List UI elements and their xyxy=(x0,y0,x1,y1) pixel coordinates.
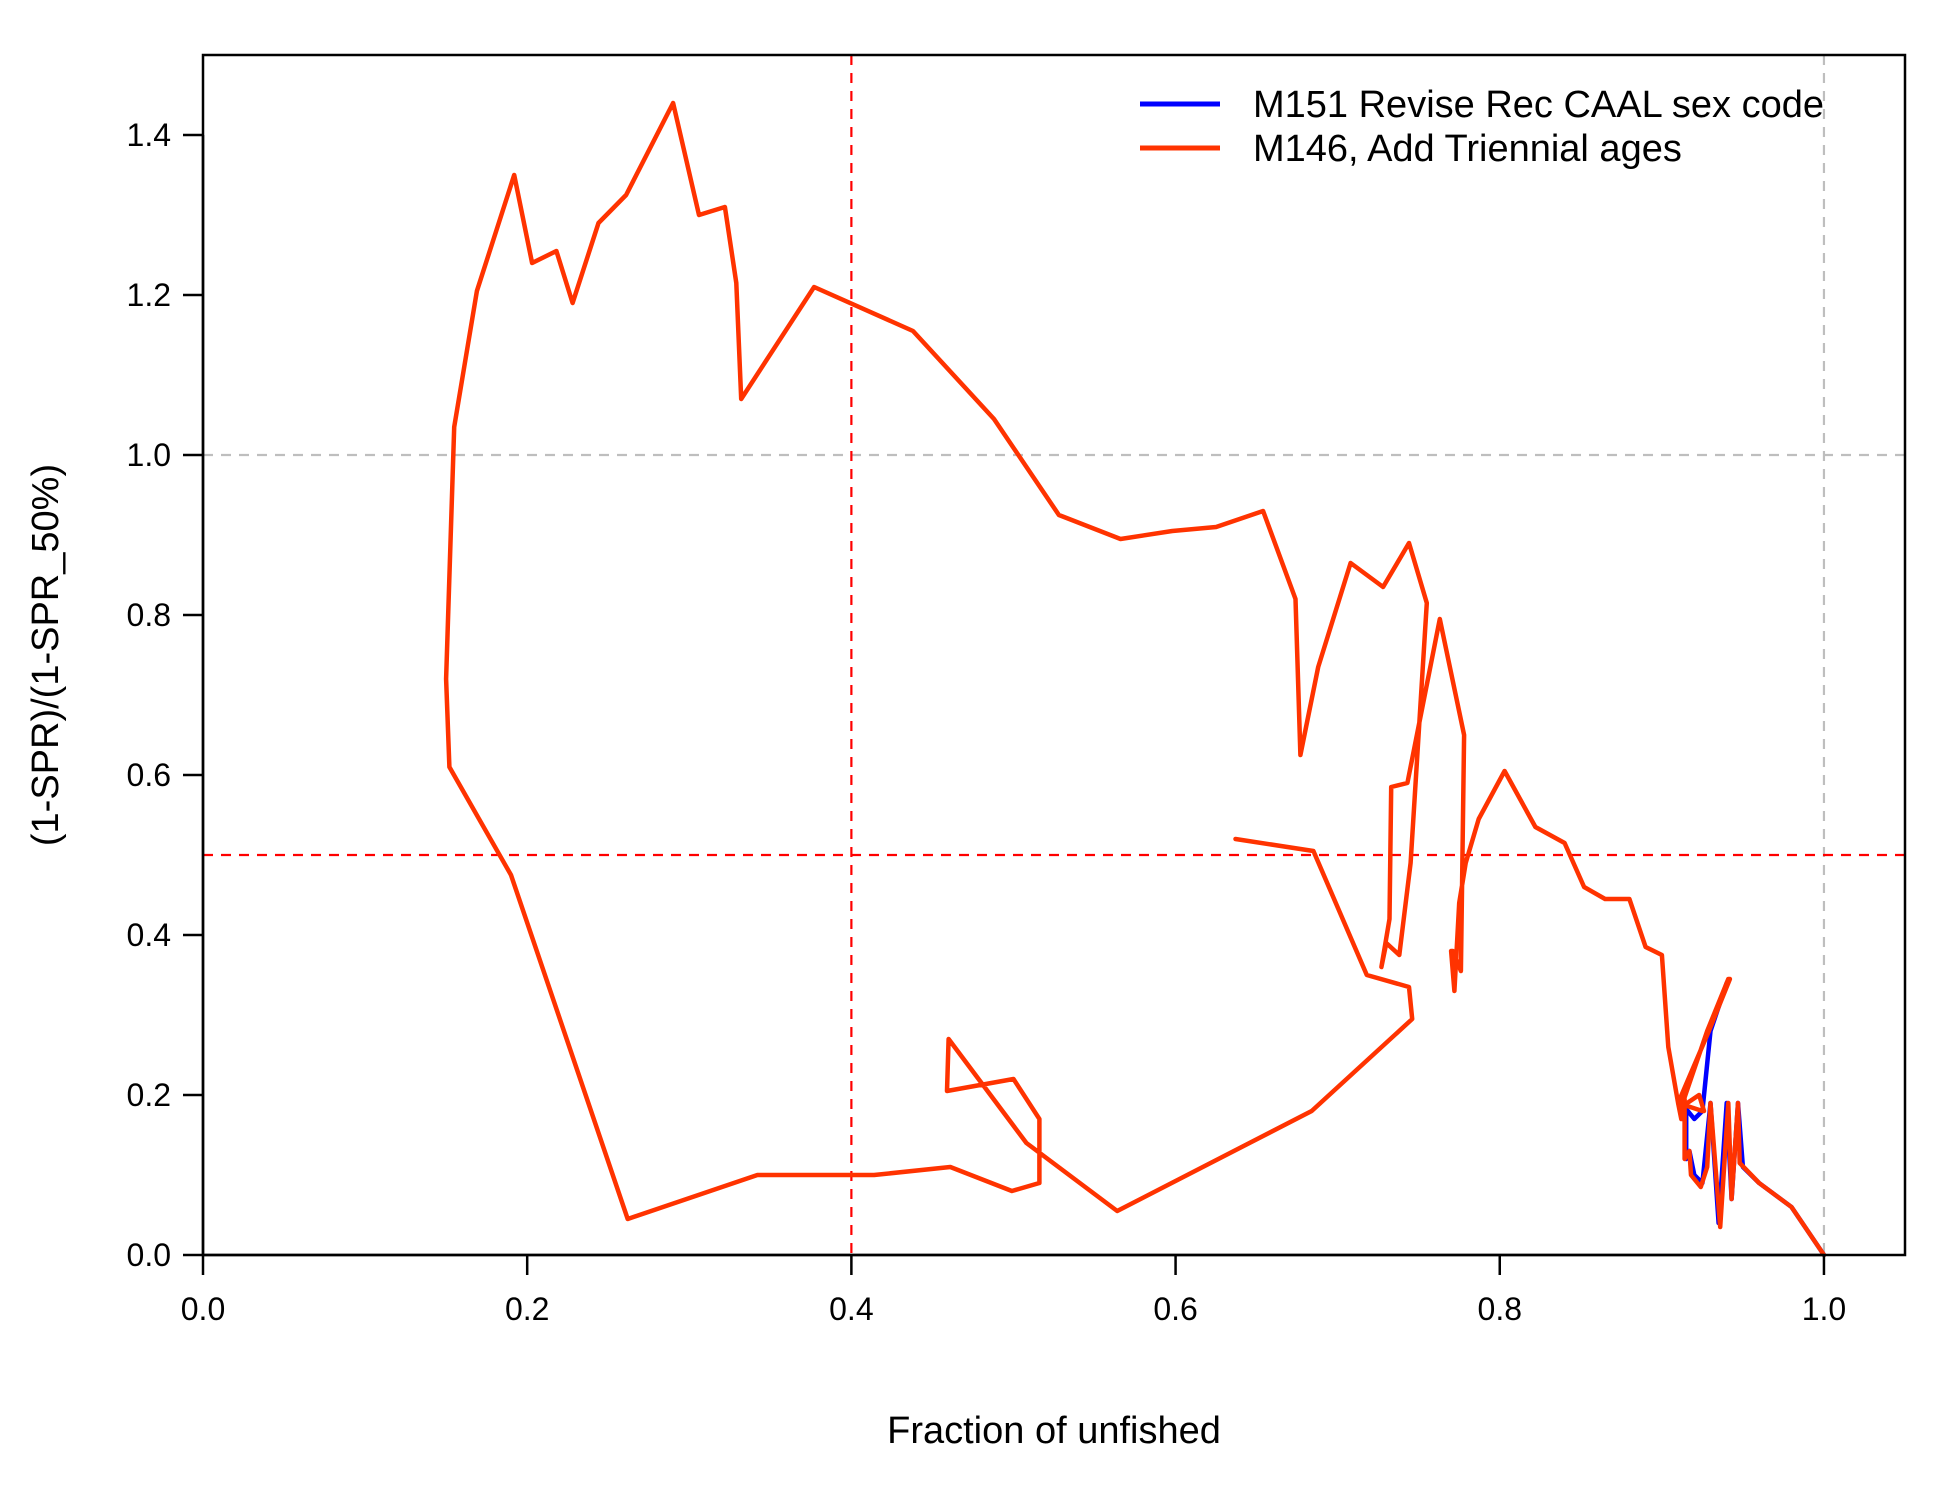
x-tick-label: 0.0 xyxy=(181,1291,225,1327)
y-axis-title: (1-SPR)/(1-SPR_50%) xyxy=(25,464,67,846)
x-tick-label: 0.8 xyxy=(1478,1291,1522,1327)
y-tick-label: 0.2 xyxy=(127,1077,171,1113)
y-tick-label: 0.6 xyxy=(127,757,171,793)
reference-lines xyxy=(203,55,1905,1255)
x-axis-title: Fraction of unfished xyxy=(887,1410,1221,1452)
series-layer xyxy=(443,100,1827,1258)
y-tick-label: 0.8 xyxy=(127,597,171,633)
series-line-1 xyxy=(1679,980,1827,1258)
series-line-2 xyxy=(443,100,1827,1258)
y-tick-label: 1.2 xyxy=(127,277,171,313)
x-tick-label: 0.2 xyxy=(505,1291,549,1327)
y-tick-label: 1.4 xyxy=(127,117,171,153)
x-tick-label: 0.4 xyxy=(829,1291,873,1327)
y-axis: 0.0 0.2 0.4 0.6 0.8 1.0 1.2 1.4 xyxy=(127,117,205,1273)
x-tick-label: 1.0 xyxy=(1802,1291,1846,1327)
y-tick-label: 0.0 xyxy=(127,1237,171,1273)
legend-label-2: M146, Add Triennial ages xyxy=(1253,128,1682,170)
x-axis: 0.0 0.2 0.4 0.6 0.8 1.0 xyxy=(181,1253,1846,1327)
y-tick-label: 1.0 xyxy=(127,437,171,473)
y-tick-label: 0.4 xyxy=(127,917,171,953)
legend-label-1: M151 Revise Rec CAAL sex code xyxy=(1253,84,1824,126)
x-tick-label: 0.6 xyxy=(1153,1291,1197,1327)
